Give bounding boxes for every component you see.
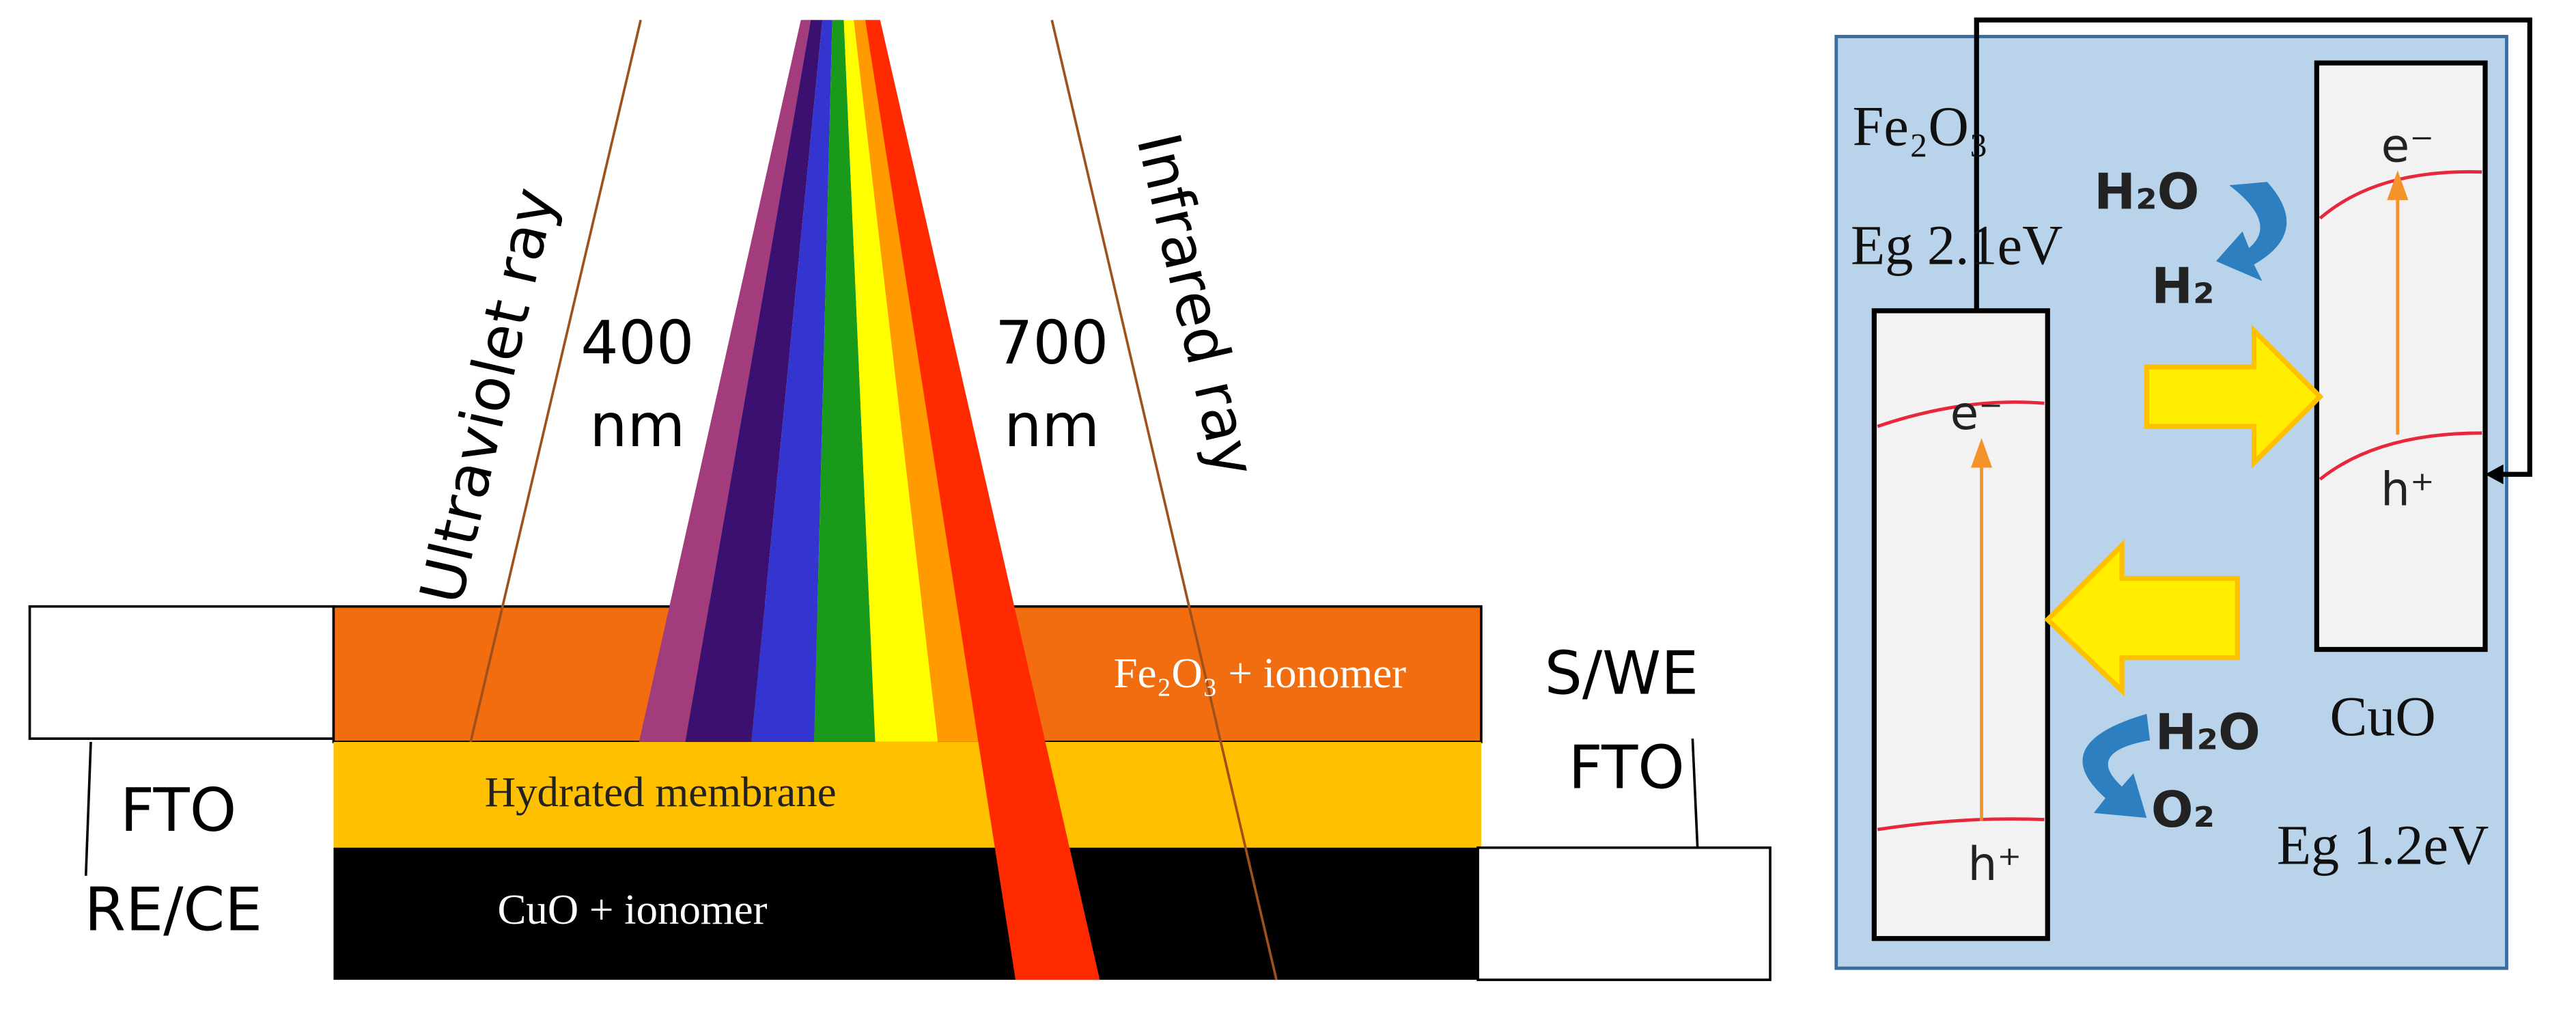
label: O₂	[2151, 782, 2215, 839]
transfer-arrow	[2044, 539, 2240, 697]
label: FTO	[1569, 732, 1685, 802]
label: h⁺	[1968, 837, 2022, 891]
label: nm	[1004, 391, 1100, 460]
cuo-layer	[333, 847, 1481, 980]
layer-label: CuO + ionomer	[498, 885, 768, 933]
wire-arrow	[2485, 464, 2504, 484]
leader-line	[84, 741, 92, 876]
fe2o3-box	[1871, 308, 2050, 941]
label: H₂	[2151, 258, 2214, 315]
fto-right-electrode	[1476, 846, 1772, 981]
layer-label: Hydrated membrane	[485, 768, 837, 816]
label: H₂O	[2094, 164, 2199, 221]
excitation-arrows	[1971, 170, 2409, 821]
label: e⁻	[2381, 118, 2434, 172]
cuo-box	[2314, 60, 2488, 652]
label: h⁺	[2381, 462, 2435, 516]
membrane-layer	[333, 741, 1481, 848]
label: 400	[580, 308, 694, 378]
fto-left-electrode	[28, 605, 335, 740]
wire	[1974, 17, 2532, 477]
label: H₂O	[2155, 704, 2260, 761]
label: FTO	[120, 775, 236, 845]
ir-ray-line	[1050, 19, 1278, 980]
label: e⁻	[1950, 386, 2003, 440]
spectrum	[639, 20, 1100, 980]
transfer-arrow	[2144, 325, 2324, 469]
label: 700	[995, 308, 1108, 378]
band-edges	[1877, 170, 2482, 831]
label: nm	[589, 391, 685, 460]
leader-line	[1691, 739, 1699, 848]
reaction-arrow	[2215, 182, 2287, 281]
label: RE/CE	[85, 875, 263, 944]
reaction-arrow	[2082, 713, 2151, 818]
label: CuO	[2329, 685, 2435, 747]
label: Infrared ray	[1123, 127, 1269, 483]
layer-label: Fe₂O₃ + ionomer	[1114, 649, 1407, 697]
label: S/WE	[1545, 639, 1699, 709]
uv-ray-line	[469, 19, 642, 743]
label: Fe₂O₃	[1853, 96, 1989, 158]
label: Ultraviolet ray	[406, 182, 570, 610]
label: Eg 2.1eV	[1851, 215, 2062, 277]
label: Eg 1.2eV	[2277, 814, 2489, 876]
